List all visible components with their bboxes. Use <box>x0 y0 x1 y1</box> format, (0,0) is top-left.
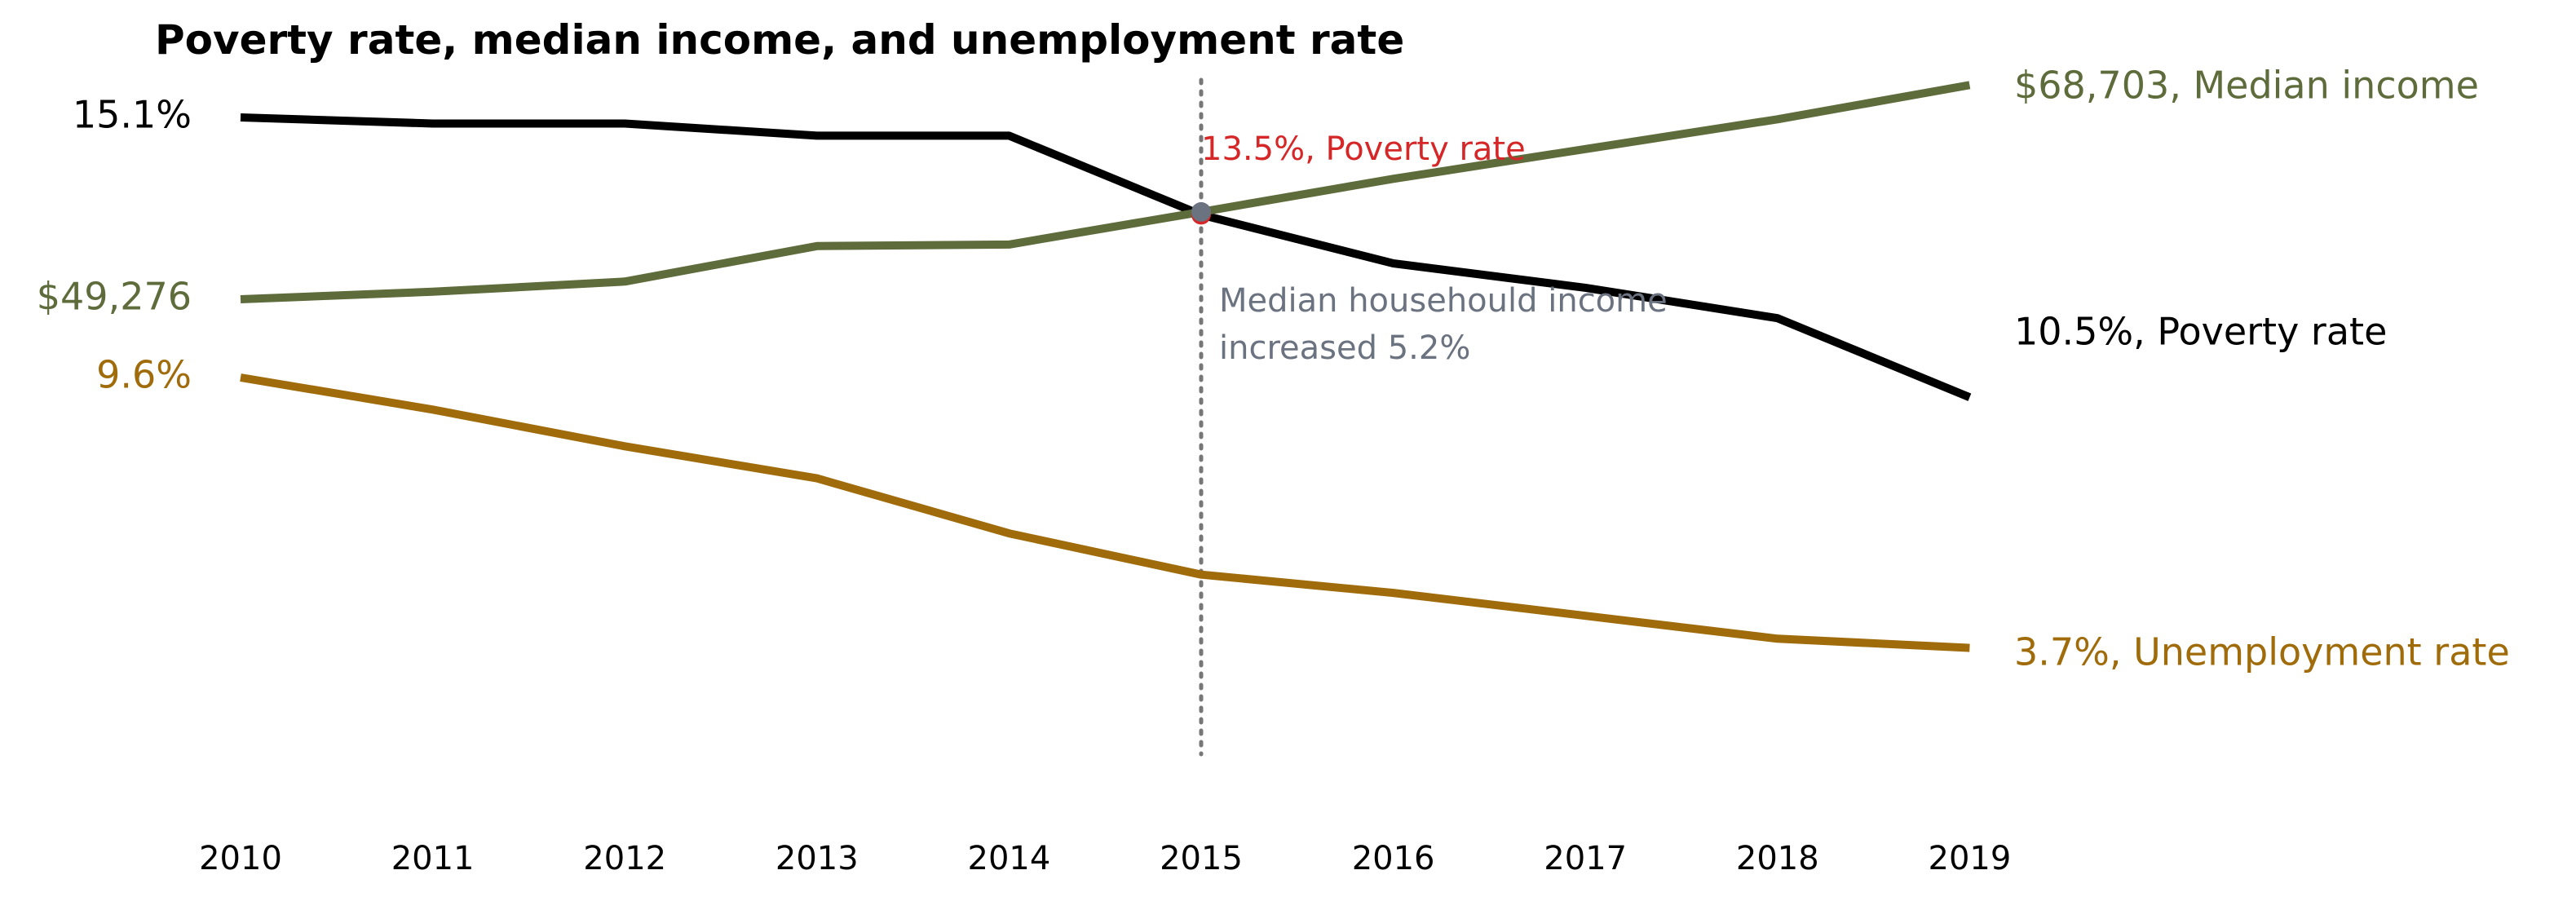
end-label-income: $68,703, Median income <box>2014 64 2479 108</box>
x-tick-label: 2018 <box>1736 840 1819 877</box>
x-tick-label: 2013 <box>775 840 859 877</box>
line-series-poverty <box>240 113 1972 401</box>
x-tick-label: 2011 <box>391 840 475 877</box>
x-tick-label: 2016 <box>1352 840 1435 877</box>
series-lines <box>240 81 1972 652</box>
x-tick-label: 2017 <box>1544 840 1627 877</box>
x-tick-label: 2014 <box>968 840 1051 877</box>
income-annotation-line2: increased 5.2% <box>1219 329 1470 367</box>
line-series-unemployment <box>240 373 1970 652</box>
end-label-unemployment: 3.7%, Unemployment rate <box>2014 630 2510 674</box>
income-marker-point <box>1191 201 1211 222</box>
income-annotation-line1: Median househould income <box>1219 282 1668 320</box>
start-label-unemployment: 9.6% <box>96 353 192 397</box>
x-tick-label: 2019 <box>1929 840 2012 877</box>
x-tick-label: 2010 <box>199 840 282 877</box>
start-label-income: $49,276 <box>37 275 192 319</box>
x-tick-label: 2012 <box>583 840 666 877</box>
series-labels: 15.1% 10.5%, Poverty rate $49,276 $68,703, … <box>37 64 2510 674</box>
chart-title: Poverty rate, median income, and unemplo… <box>155 16 1404 64</box>
line-series-income <box>240 81 1971 303</box>
annotations: 13.5%, Poverty rate Median househould in… <box>1201 130 1668 367</box>
x-axis-ticks: 2010 2011 2012 2013 2014 2015 2016 2017 2018 2019 <box>199 840 2011 877</box>
start-label-poverty: 15.1% <box>73 93 192 137</box>
x-tick-label: 2015 <box>1160 840 1243 877</box>
end-label-poverty: 10.5%, Poverty rate <box>2014 310 2387 354</box>
poverty-annotation: 13.5%, Poverty rate <box>1201 130 1526 168</box>
marker-points <box>1191 201 1211 225</box>
